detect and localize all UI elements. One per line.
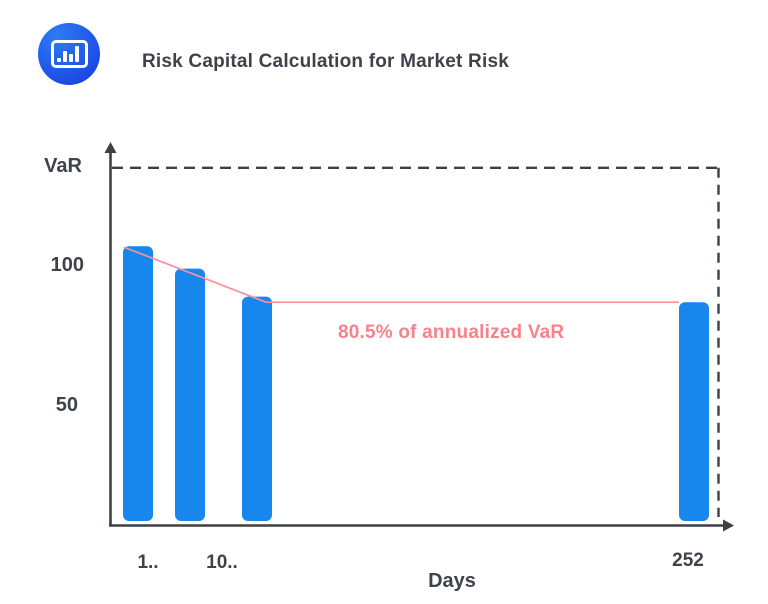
y-axis-title: VaR [44, 155, 82, 177]
var-bar [175, 268, 205, 521]
x-axis-arrow-icon [723, 519, 734, 532]
x-axis-title: Days [428, 570, 476, 592]
logo-bar [56, 58, 61, 62]
x-tick-10: 10.. [206, 552, 238, 573]
logo-bar [62, 51, 67, 62]
annotation-text: 80.5% of annualized VaR [338, 322, 564, 343]
x-tick-252: 252 [672, 550, 704, 571]
logo-bar [68, 54, 73, 62]
page-title: Risk Capital Calculation for Market Risk [142, 51, 509, 72]
y-tick-50: 50 [56, 394, 78, 416]
y-axis-arrow-icon [104, 142, 117, 153]
y-tick-100: 100 [51, 254, 84, 276]
x-tick-1: 1.. [137, 552, 158, 573]
bar-chart-icon [50, 40, 88, 68]
logo-bar [74, 46, 79, 62]
app-logo [38, 23, 100, 85]
var-bar [679, 302, 709, 521]
var-bar [123, 246, 153, 521]
var-scaling-line [123, 246, 679, 304]
var-bar [242, 296, 272, 521]
